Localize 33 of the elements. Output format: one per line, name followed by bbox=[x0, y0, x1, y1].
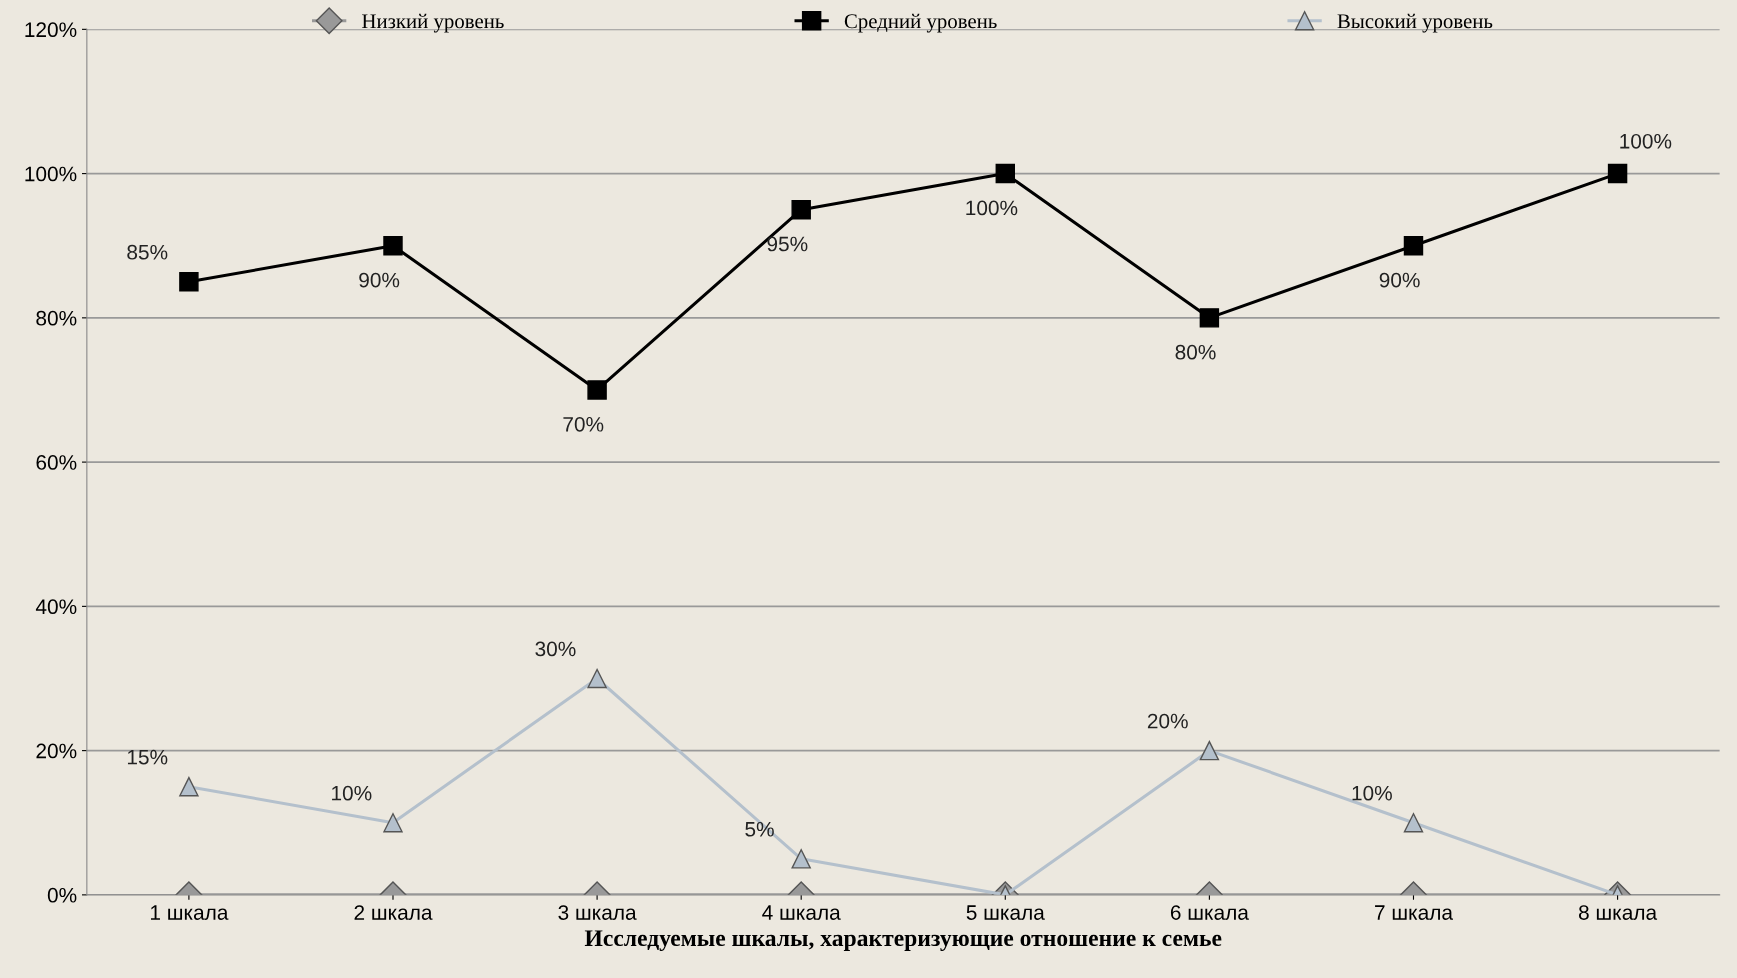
data-label: 100% bbox=[1620, 133, 1672, 149]
x-tick-label: 8 шкала bbox=[1578, 905, 1658, 920]
legend-label: Средний уровень bbox=[844, 13, 997, 33]
data-label: 5% bbox=[745, 821, 774, 837]
x-axis-title: Исследуемые шкалы, характеризующие отношение к семье bbox=[584, 930, 1222, 951]
data-label: 70% bbox=[563, 416, 604, 432]
x-tick-label: 7 шкала bbox=[1375, 905, 1453, 920]
x-tick-label: 3 шкала bbox=[558, 905, 637, 920]
data-label: 30% bbox=[535, 641, 576, 657]
x-tick-label: 4 шкала bbox=[762, 905, 841, 920]
y-tick-label: 40% bbox=[35, 599, 77, 615]
data-label: 95% bbox=[767, 236, 808, 252]
legend-label: Высокий уровень bbox=[1337, 13, 1493, 33]
y-tick-label: 20% bbox=[36, 743, 77, 759]
data-label: 80% bbox=[1175, 344, 1216, 360]
x-tick-label: 2 шкала bbox=[354, 905, 433, 920]
data-label: 85% bbox=[127, 244, 168, 260]
y-tick-label: 80% bbox=[36, 310, 77, 326]
data-label: 20% bbox=[1147, 713, 1188, 729]
data-label: 10% bbox=[332, 785, 372, 801]
y-tick-label: 120% bbox=[25, 22, 77, 38]
data-label: 90% bbox=[1379, 272, 1420, 288]
y-tick-label: 60% bbox=[36, 455, 77, 470]
data-label: 10% bbox=[1352, 785, 1392, 801]
y-tick-label: 100% bbox=[25, 166, 77, 182]
x-tick-label: 5 шкала bbox=[966, 905, 1045, 920]
data-label: 90% bbox=[359, 272, 400, 288]
data-label: 100% bbox=[966, 200, 1018, 216]
x-tick-label: 6 шкала bbox=[1170, 905, 1249, 920]
x-tick-label: 1 шкала bbox=[150, 905, 229, 920]
legend-label: Низкий уровень bbox=[362, 13, 504, 33]
y-tick-label: 0% bbox=[47, 887, 77, 903]
data-label: 15% bbox=[127, 749, 168, 765]
